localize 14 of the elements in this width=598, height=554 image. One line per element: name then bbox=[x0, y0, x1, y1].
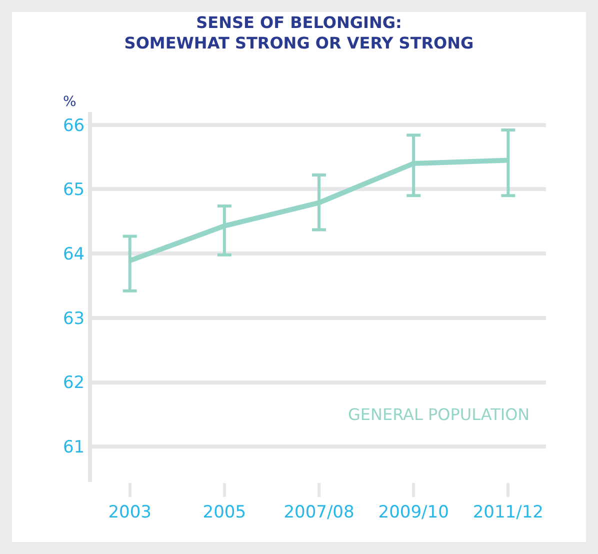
x-tick-label: 2003 bbox=[108, 502, 152, 522]
y-tick-label: 63 bbox=[62, 308, 85, 329]
x-tick-label: 2009/10 bbox=[378, 502, 449, 522]
x-tick-label: 2007/08 bbox=[284, 502, 354, 522]
y-tick-label: 66 bbox=[62, 116, 85, 136]
y-axis-title: % bbox=[63, 94, 76, 110]
text: GENERAL POPULATION bbox=[348, 405, 530, 424]
y-tick-label: 65 bbox=[62, 180, 85, 200]
chart-title: SENSE OF BELONGING: SOMEWHAT STRONG OR VERY STRONG bbox=[124, 12, 474, 53]
y-tick-label: 64 bbox=[62, 244, 85, 265]
y-tick-label: 62 bbox=[62, 373, 85, 394]
y-tick-label: 61 bbox=[62, 438, 85, 458]
x-tick-label: 2011/12 bbox=[472, 502, 544, 522]
x-tick-label: 2005 bbox=[202, 502, 246, 522]
